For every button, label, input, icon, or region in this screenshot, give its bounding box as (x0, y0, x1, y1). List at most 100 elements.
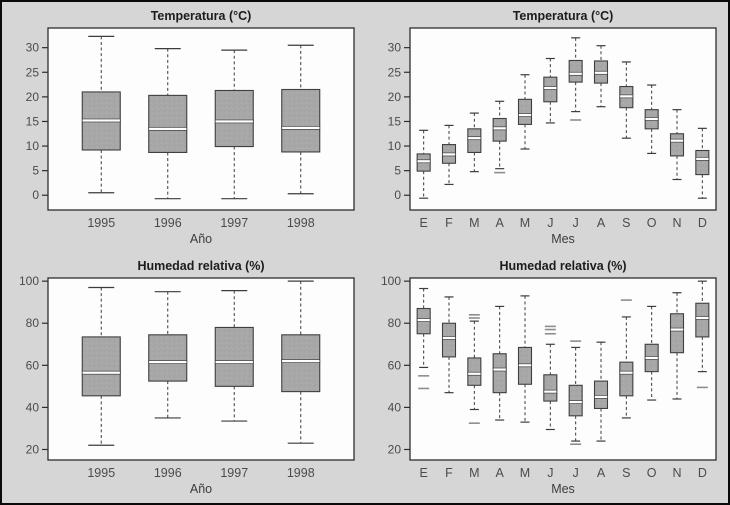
y-tick-label: 100 (381, 274, 401, 288)
plot-area (409, 27, 717, 211)
x-category-label: O (647, 466, 657, 480)
median-line (670, 138, 684, 143)
y-tick-label: 60 (26, 358, 40, 372)
y-tick-label: 0 (32, 188, 39, 202)
x-category-label: D (698, 466, 707, 480)
y-tick-label: 15 (388, 114, 402, 128)
median-line (214, 360, 254, 365)
box-whisker-group (467, 112, 482, 173)
iqr-box (619, 361, 634, 397)
box-whisker-group (695, 127, 710, 199)
iqr-box (441, 322, 457, 358)
box-whisker-group (416, 129, 431, 199)
box-whisker-group (492, 305, 507, 421)
y-tick-label: 15 (26, 114, 40, 128)
median-line (568, 400, 583, 404)
x-category-label: 1997 (220, 216, 248, 230)
box-whisker-group (281, 280, 321, 444)
iqr-box (593, 380, 609, 410)
box-whisker-group (644, 84, 659, 155)
box-whisker-group (593, 45, 609, 108)
median-line (518, 363, 532, 368)
x-category-label: S (622, 216, 630, 230)
box-whisker-group (148, 291, 188, 419)
box-whisker-group (214, 49, 254, 200)
plot-area (409, 277, 717, 461)
y-tick-label: 20 (388, 90, 402, 104)
median-line (148, 360, 188, 365)
y-tick-label: 20 (26, 90, 40, 104)
box-whisker-group (214, 290, 254, 422)
median-line (442, 336, 456, 340)
x-category-label: M (520, 466, 530, 480)
chart-humedad-por-ano: Humedad relativa (%) 20 40 60 80 100 1995 1996 1… (19, 259, 355, 496)
y-tick-label: 80 (26, 316, 40, 330)
iqr-box (214, 89, 254, 148)
median-line (416, 159, 431, 164)
median-line (442, 152, 456, 157)
x-category-label: F (445, 216, 453, 230)
median-line (281, 359, 321, 363)
box-whisker-group (517, 295, 533, 423)
box-whisker-group (644, 305, 659, 401)
iqr-box (517, 98, 533, 125)
y-tick-label: 10 (388, 139, 402, 153)
y-tick-label: 5 (32, 164, 39, 178)
median-line (492, 367, 507, 372)
iqr-box (492, 353, 507, 394)
box-whisker-group (568, 37, 583, 121)
x-category-label: F (445, 466, 453, 480)
y-tick-label: 80 (388, 316, 402, 330)
chart-title: Temperatura (°C) (513, 9, 614, 23)
x-category-label: J (547, 216, 553, 230)
x-axis-label: Mes (551, 482, 575, 496)
y-tick-label: 60 (388, 358, 402, 372)
x-category-label: S (622, 466, 630, 480)
iqr-box (695, 302, 710, 338)
chart-title: Humedad relativa (%) (137, 259, 264, 273)
chart-title: Temperatura (°C) (151, 9, 252, 23)
x-category-label: A (495, 216, 504, 230)
x-category-label: A (495, 466, 504, 480)
x-axis-label: Mes (551, 232, 575, 246)
x-category-label: 1997 (220, 466, 248, 480)
iqr-box (568, 59, 583, 83)
box-whisker-group (543, 325, 558, 431)
x-category-label: E (419, 466, 427, 480)
x-category-label: J (573, 216, 579, 230)
x-category-label: E (419, 216, 427, 230)
median-line (695, 316, 710, 320)
x-category-label: 1995 (87, 216, 115, 230)
median-line (670, 327, 684, 332)
median-line (594, 395, 608, 399)
median-line (568, 71, 583, 76)
box-whisker-group (416, 287, 431, 390)
median-line (467, 371, 482, 376)
y-tick-label: 25 (26, 65, 40, 79)
y-tick-label: 0 (394, 188, 401, 202)
median-line (619, 370, 634, 375)
median-line (214, 119, 254, 124)
box-whisker-group (281, 44, 321, 195)
box-whisker-group (568, 340, 583, 446)
median-line (543, 389, 558, 394)
iqr-box (281, 334, 321, 393)
x-axis-label: Año (190, 232, 212, 246)
iqr-box (467, 128, 482, 153)
box-whisker-group (441, 124, 457, 186)
chart-temperatura-por-mes: Temperatura (°C) 0 5 10 15 20 25 30 E F M A M J J A S O N D… (388, 9, 717, 246)
iqr-box (148, 94, 188, 153)
x-category-label: J (573, 466, 579, 480)
y-tick-label: 30 (388, 41, 402, 55)
x-category-label: O (647, 216, 657, 230)
median-line (619, 94, 634, 99)
chart-title: Humedad relativa (%) (499, 259, 626, 273)
chart-humedad-por-mes: Humedad relativa (%) 20 40 60 80 100 E F M A M J J A S… (381, 259, 717, 496)
iqr-box (214, 326, 254, 387)
x-category-label: N (672, 216, 681, 230)
y-tick-label: 100 (19, 274, 39, 288)
box-whisker-group (441, 296, 457, 394)
median-line (467, 136, 482, 141)
y-tick-label: 25 (388, 65, 402, 79)
median-line (148, 126, 188, 131)
